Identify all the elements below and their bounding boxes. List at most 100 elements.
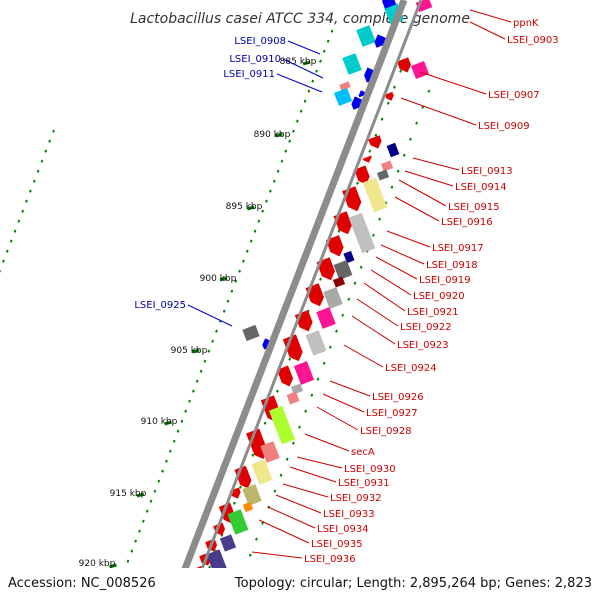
inner-track-tick bbox=[415, 121, 418, 125]
gene-box bbox=[386, 142, 400, 158]
scale-minor-tick bbox=[315, 69, 318, 73]
forward-strand-gene bbox=[356, 25, 376, 47]
gene-box bbox=[348, 212, 376, 254]
reverse-strand-gene bbox=[368, 135, 382, 149]
scale-minor-tick bbox=[44, 149, 48, 153]
reverse-gene-label: LSEI_0936 bbox=[304, 554, 356, 565]
reverse-label-leader bbox=[356, 298, 399, 327]
gene-arrow bbox=[246, 428, 268, 460]
forward-strand-gene bbox=[333, 87, 353, 107]
cog-gene-box bbox=[333, 260, 353, 280]
inner-track-tick bbox=[279, 473, 283, 477]
scale-minor-tick bbox=[311, 79, 315, 83]
inner-track-tick bbox=[239, 485, 242, 489]
inner-track-tick bbox=[255, 537, 258, 541]
reverse-strand-gene bbox=[246, 428, 268, 460]
reverse-gene-label: LSEI_0935 bbox=[311, 539, 363, 550]
inner-track-tick bbox=[374, 133, 378, 137]
inner-track-tick bbox=[359, 265, 363, 269]
cog-gene-box bbox=[269, 405, 295, 445]
scale-major-tick bbox=[219, 276, 228, 282]
scale-major-tick bbox=[136, 492, 145, 498]
reverse-strand-gene bbox=[282, 334, 303, 362]
scale-minor-tick bbox=[319, 59, 322, 63]
scale-label: 895 kbp bbox=[226, 202, 263, 212]
cog-gene-box bbox=[219, 534, 237, 552]
scale-minor-tick bbox=[207, 349, 211, 353]
inner-track-tick bbox=[386, 101, 390, 105]
scale-minor-tick bbox=[295, 119, 299, 123]
backbone-inner-ring bbox=[188, 0, 423, 600]
scale-minor-tick bbox=[21, 209, 25, 213]
reverse-gene-label: LSEI_0917 bbox=[432, 243, 484, 254]
reverse-gene-label: LSEI_0913 bbox=[461, 166, 513, 177]
inner-track-tick bbox=[390, 185, 394, 189]
gene-box bbox=[260, 441, 280, 463]
cog-gene-box bbox=[380, 160, 394, 172]
inner-track-tick bbox=[304, 409, 308, 413]
scale-label: 885 kbp bbox=[280, 57, 317, 67]
footer-background bbox=[0, 568, 600, 600]
gene-arrow bbox=[368, 135, 382, 149]
reverse-label-leader bbox=[296, 456, 343, 469]
reverse-gene-label: LSEI_0915 bbox=[448, 202, 500, 213]
inner-track-tick bbox=[322, 361, 326, 365]
gene-box bbox=[339, 81, 351, 91]
inner-track-tick bbox=[310, 393, 314, 397]
forward-strand-gene bbox=[382, 0, 397, 9]
forward-gene-label: LSEI_0910 bbox=[229, 54, 281, 65]
scale-minor-tick bbox=[40, 159, 44, 163]
gene-box bbox=[251, 459, 273, 485]
gene-arrow bbox=[276, 365, 294, 387]
reverse-gene-label: LSEI_0919 bbox=[419, 275, 471, 286]
reverse-label-leader bbox=[370, 269, 412, 296]
inner-track-tick bbox=[399, 69, 402, 73]
gene-box bbox=[305, 330, 327, 356]
scale-minor-tick bbox=[242, 259, 245, 263]
scale-minor-tick bbox=[157, 479, 161, 483]
summary-text: Topology: circular; Length: 2,895,264 bp… bbox=[234, 576, 592, 591]
reverse-strand-gene bbox=[354, 165, 370, 185]
scale-minor-tick bbox=[211, 339, 215, 343]
inner-track-tick bbox=[372, 233, 375, 237]
cog-gene-box bbox=[386, 142, 400, 158]
cog-gene-box bbox=[376, 169, 390, 181]
scale-minor-tick bbox=[168, 449, 172, 453]
scale-minor-tick bbox=[153, 489, 157, 493]
gene-arrow bbox=[396, 57, 411, 73]
scale-minor-tick bbox=[134, 539, 138, 543]
inner-track-tick bbox=[251, 453, 255, 457]
forward-gene-label: LSEI_0925 bbox=[134, 300, 186, 311]
cog-gene-box bbox=[305, 330, 327, 356]
reverse-strand-gene bbox=[362, 155, 372, 163]
reverse-label-leader bbox=[251, 551, 303, 559]
gene-box bbox=[362, 177, 388, 213]
gene-box bbox=[242, 484, 262, 506]
scale-minor-tick bbox=[184, 409, 188, 413]
scale-minor-tick bbox=[180, 419, 184, 423]
scale-minor-tick bbox=[299, 109, 303, 113]
forward-gene-label: LSEI_0908 bbox=[234, 36, 286, 47]
gene-box bbox=[333, 260, 353, 280]
gene-arrow bbox=[384, 91, 394, 101]
inner-track-tick bbox=[319, 277, 322, 281]
scale-minor-tick bbox=[330, 29, 334, 33]
scale-minor-tick bbox=[280, 159, 284, 163]
inner-track-tick bbox=[291, 441, 295, 445]
scale-minor-tick bbox=[188, 399, 191, 403]
inner-track-tick bbox=[427, 89, 431, 93]
scale-minor-tick bbox=[126, 559, 130, 563]
reverse-label-leader bbox=[469, 9, 512, 23]
forward-strand-gene bbox=[358, 90, 367, 98]
gene-labels: LSEI_0908 LSEI_0910 LSEI_0911 LSEI_0925 ppnK… bbox=[134, 18, 558, 565]
reverse-label-leader bbox=[380, 244, 425, 265]
cog-gene-box bbox=[242, 501, 254, 513]
reverse-label-leader bbox=[412, 157, 460, 171]
reverse-label-leader bbox=[386, 230, 431, 248]
inner-track-tick bbox=[328, 345, 332, 349]
inner-track-tick bbox=[380, 117, 384, 121]
scale-minor-tick bbox=[52, 129, 55, 133]
forward-label-leader bbox=[282, 58, 324, 79]
scale-minor-tick bbox=[48, 139, 52, 143]
